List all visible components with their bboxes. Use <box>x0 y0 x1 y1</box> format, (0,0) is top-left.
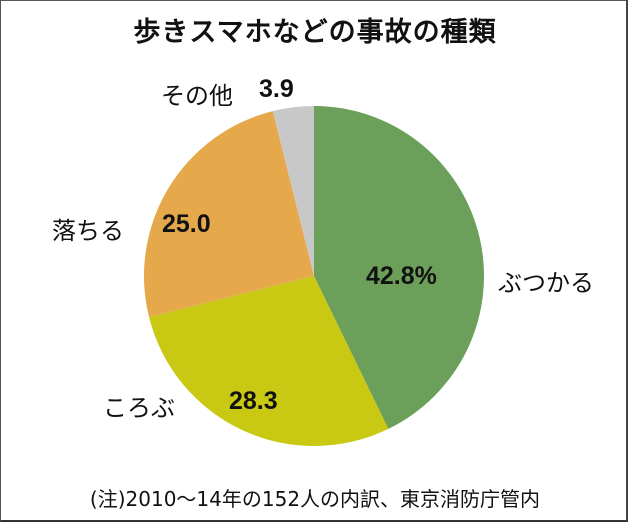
label-korobu: ころぶ <box>103 394 175 422</box>
label-sonota: その他 <box>161 82 233 110</box>
slice-sonota <box>272 106 314 276</box>
chart-title: 歩きスマホなどの事故の種類 <box>133 17 497 48</box>
value-butsukaru: 42.8% <box>366 262 437 290</box>
slice-ochiru <box>143 111 314 318</box>
label-ochiru: 落ちる <box>52 217 124 245</box>
footnote: (注)2010〜14年の152人の内訳、東京消防庁管内 <box>89 487 541 511</box>
value-ochiru: 25.0 <box>162 210 211 238</box>
slice-butsukaru <box>314 106 484 429</box>
value-korobu: 28.3 <box>229 387 278 415</box>
slice-korobu <box>149 276 389 447</box>
value-sonota: 3.9 <box>259 75 294 103</box>
label-butsukaru: ぶつかる <box>498 269 594 297</box>
